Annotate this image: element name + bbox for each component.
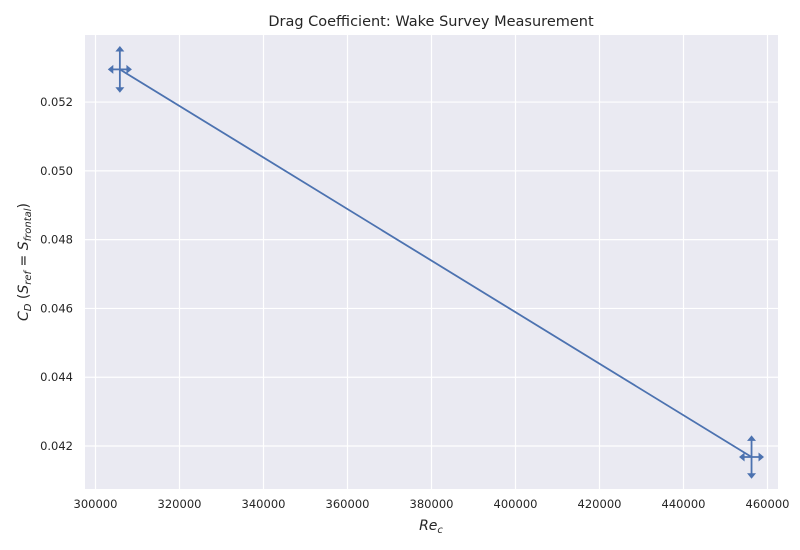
error-cap-right bbox=[126, 64, 132, 74]
y-tick-label: 0.046 bbox=[40, 301, 73, 315]
y-tick-label: 0.042 bbox=[40, 439, 73, 453]
chart-title: Drag Coefficient: Wake Survey Measuremen… bbox=[268, 14, 594, 30]
x-axis-label: Rec bbox=[419, 518, 443, 536]
x-tick-label: 300000 bbox=[74, 497, 118, 511]
error-cap-bottom bbox=[115, 87, 125, 93]
y-tick-label: 0.044 bbox=[40, 370, 73, 384]
y-tick-label: 0.052 bbox=[40, 95, 73, 109]
x-tick-label: 340000 bbox=[242, 497, 286, 511]
data-point bbox=[107, 45, 132, 93]
y-label-eq: = bbox=[16, 250, 32, 271]
x-tick-label: 420000 bbox=[578, 497, 622, 511]
y-label-c: C bbox=[16, 311, 32, 321]
y-axis-label: CD (Sref = Sfrontal) bbox=[16, 203, 34, 321]
y-tick-labels: 0.042 0.044 0.046 0.048 0.050 0.052 bbox=[40, 95, 73, 453]
x-tick-label: 400000 bbox=[494, 497, 538, 511]
y-label-close: ) bbox=[16, 203, 32, 208]
error-cap-left bbox=[107, 64, 114, 74]
error-cap-top bbox=[115, 45, 125, 52]
error-cap-right bbox=[758, 452, 765, 462]
x-axis-label-base: Re bbox=[419, 518, 437, 534]
series-layer bbox=[107, 45, 765, 479]
error-cap-top bbox=[747, 435, 757, 441]
series-line bbox=[119, 68, 753, 458]
y-label-s1: S bbox=[16, 285, 32, 294]
data-point bbox=[739, 435, 765, 479]
y-tick-label: 0.050 bbox=[40, 164, 73, 178]
grid bbox=[85, 35, 778, 489]
y-label-c-sub: D bbox=[23, 303, 34, 311]
x-tick-labels: 300000 320000 340000 360000 380000 400000 4200… bbox=[74, 497, 790, 511]
y-label-s2: S bbox=[16, 241, 32, 250]
x-tick-label: 460000 bbox=[746, 497, 790, 511]
y-label-open: ( bbox=[16, 294, 32, 304]
x-tick-label: 440000 bbox=[662, 497, 706, 511]
x-tick-label: 320000 bbox=[158, 497, 202, 511]
error-cap-bottom bbox=[747, 473, 757, 479]
y-label-s2-sub: frontal bbox=[23, 208, 34, 241]
error-cap-left bbox=[739, 452, 745, 462]
x-axis-label-sub: c bbox=[437, 525, 443, 536]
y-label-s1-sub: ref bbox=[23, 269, 34, 284]
x-tick-label: 380000 bbox=[410, 497, 454, 511]
y-tick-label: 0.048 bbox=[40, 233, 73, 247]
x-tick-label: 360000 bbox=[326, 497, 370, 511]
